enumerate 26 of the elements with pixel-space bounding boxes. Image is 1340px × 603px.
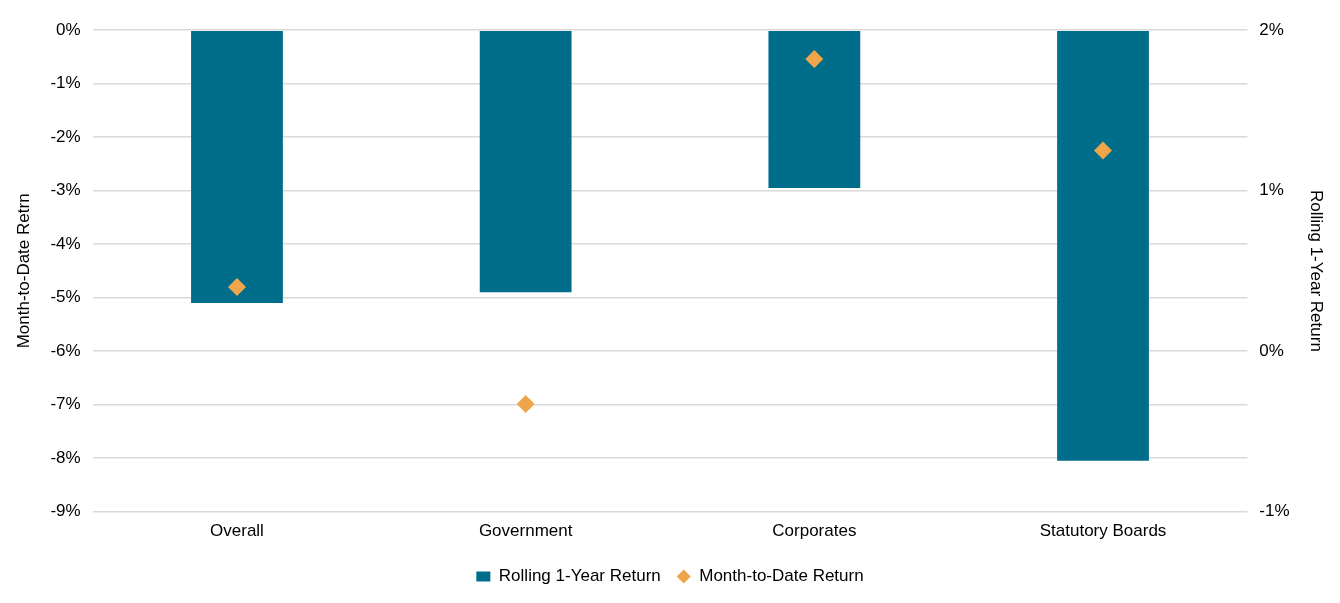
point [805, 50, 824, 69]
y-axis-title: Month-to-Date Retrn [13, 193, 33, 349]
y2-tick-label: 2% [1259, 19, 1284, 39]
y2-axis-title: Rolling 1-Year Return [1307, 189, 1327, 352]
y-tick-label: -3% [50, 180, 81, 200]
point [1094, 141, 1113, 160]
x-tick-label: Statutory Boards [1039, 521, 1167, 541]
y-tick-label: -4% [50, 233, 81, 253]
y2-tick-label: 0% [1259, 340, 1284, 360]
y-tick-label: -1% [50, 73, 81, 93]
y-tick-label: -6% [50, 340, 81, 360]
y-tick-label: -9% [50, 501, 81, 521]
y2-tick-label: 1% [1259, 180, 1284, 200]
y-tick-label: 0% [56, 19, 81, 39]
y-tick-label: -8% [50, 447, 81, 467]
y-tick-label: -2% [50, 126, 81, 146]
x-tick-label: Overall [210, 521, 264, 541]
legend-label: Month-to-Date Return [699, 566, 864, 586]
x-tick-label: Corporates [772, 521, 857, 541]
point [516, 395, 535, 414]
point [227, 277, 246, 296]
y2-tick-label: -1% [1259, 501, 1290, 521]
y-tick-label: -7% [50, 394, 81, 414]
y-tick-label: -5% [50, 287, 81, 307]
legend-label: Rolling 1-Year Return [498, 566, 661, 586]
x-tick-label: Government [478, 521, 573, 541]
